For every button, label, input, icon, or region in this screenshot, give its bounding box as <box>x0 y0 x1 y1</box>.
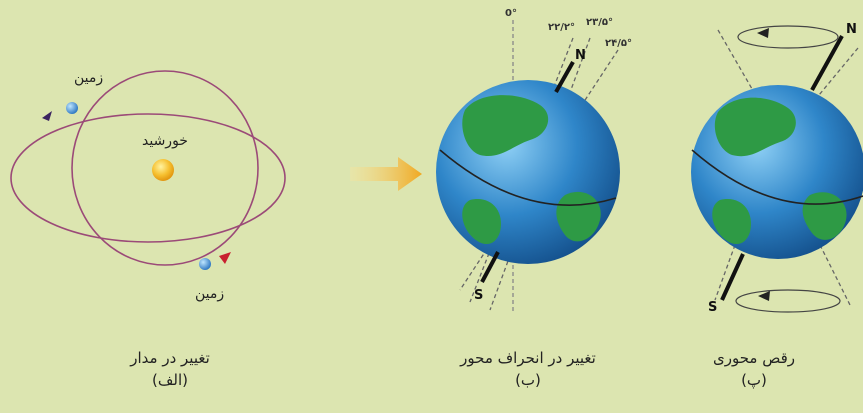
south-label-tilt: S <box>474 288 484 303</box>
orbit-ellipse-round <box>71 70 259 266</box>
continent-west-precession <box>712 199 751 245</box>
tilt-caption-letter: (ب) <box>515 371 541 389</box>
equator-tilt <box>439 149 617 206</box>
earth-top-icon <box>66 102 78 114</box>
angle-label-22: ۲۲/۲° <box>548 22 575 33</box>
tilt-line-23 <box>489 37 591 311</box>
precession-arrow-top-icon <box>757 28 769 38</box>
angle-label-23: ۲۳/۵° <box>586 17 613 28</box>
tilt-panel <box>436 20 620 314</box>
tilt-caption-title: تغییر در انحراف محور <box>460 349 596 367</box>
cone-line-right-top <box>789 47 859 131</box>
sun-label: خورشید <box>142 133 188 149</box>
orbit-arrow-bottom-icon <box>219 252 231 264</box>
south-label-precession: S <box>708 300 718 315</box>
cone-line-left-bottom <box>714 244 736 301</box>
earth-label-top: زمین <box>74 70 104 86</box>
precession-caption-title: رقص محوری <box>712 349 795 367</box>
angle-label-0: 0° <box>505 8 517 19</box>
orbit-caption-title: تغییر در مدار <box>130 349 210 367</box>
angle-label-24: ۲۴/۵° <box>605 38 632 49</box>
precession-arrow-bottom-icon <box>758 291 770 301</box>
transition-arrow-icon <box>350 157 422 191</box>
precession-caption-letter: (پ) <box>741 371 767 389</box>
earth-bottom-icon <box>199 258 211 270</box>
continent-north-precession <box>714 97 796 157</box>
precession-caption: رقص محوری (پ) <box>644 347 863 391</box>
continent-west-tilt <box>462 199 501 245</box>
orbit-arrow-top-icon <box>42 111 52 121</box>
precession-ring-top <box>737 25 839 49</box>
orbit-ellipse-wide <box>10 113 286 243</box>
sun-icon <box>152 159 174 181</box>
orbit-caption: تغییر در مدار (الف) <box>60 347 280 391</box>
orbit-panel <box>10 70 286 270</box>
north-label-precession: N <box>846 22 857 37</box>
earth-label-bottom: زمین <box>195 286 225 302</box>
axis-north-precession <box>810 35 844 91</box>
equator-precession <box>691 149 863 205</box>
axis-south-tilt <box>480 251 500 283</box>
tilt-caption: تغییر در انحراف محور (ب) <box>418 347 638 391</box>
precession-panel <box>691 25 863 313</box>
axis-north-tilt <box>554 61 575 93</box>
continent-north-tilt <box>462 95 549 157</box>
precession-ring-bottom <box>735 289 841 313</box>
orbit-caption-letter: (الف) <box>152 371 188 389</box>
north-label-tilt: N <box>575 48 586 63</box>
axis-south-precession <box>720 253 745 301</box>
